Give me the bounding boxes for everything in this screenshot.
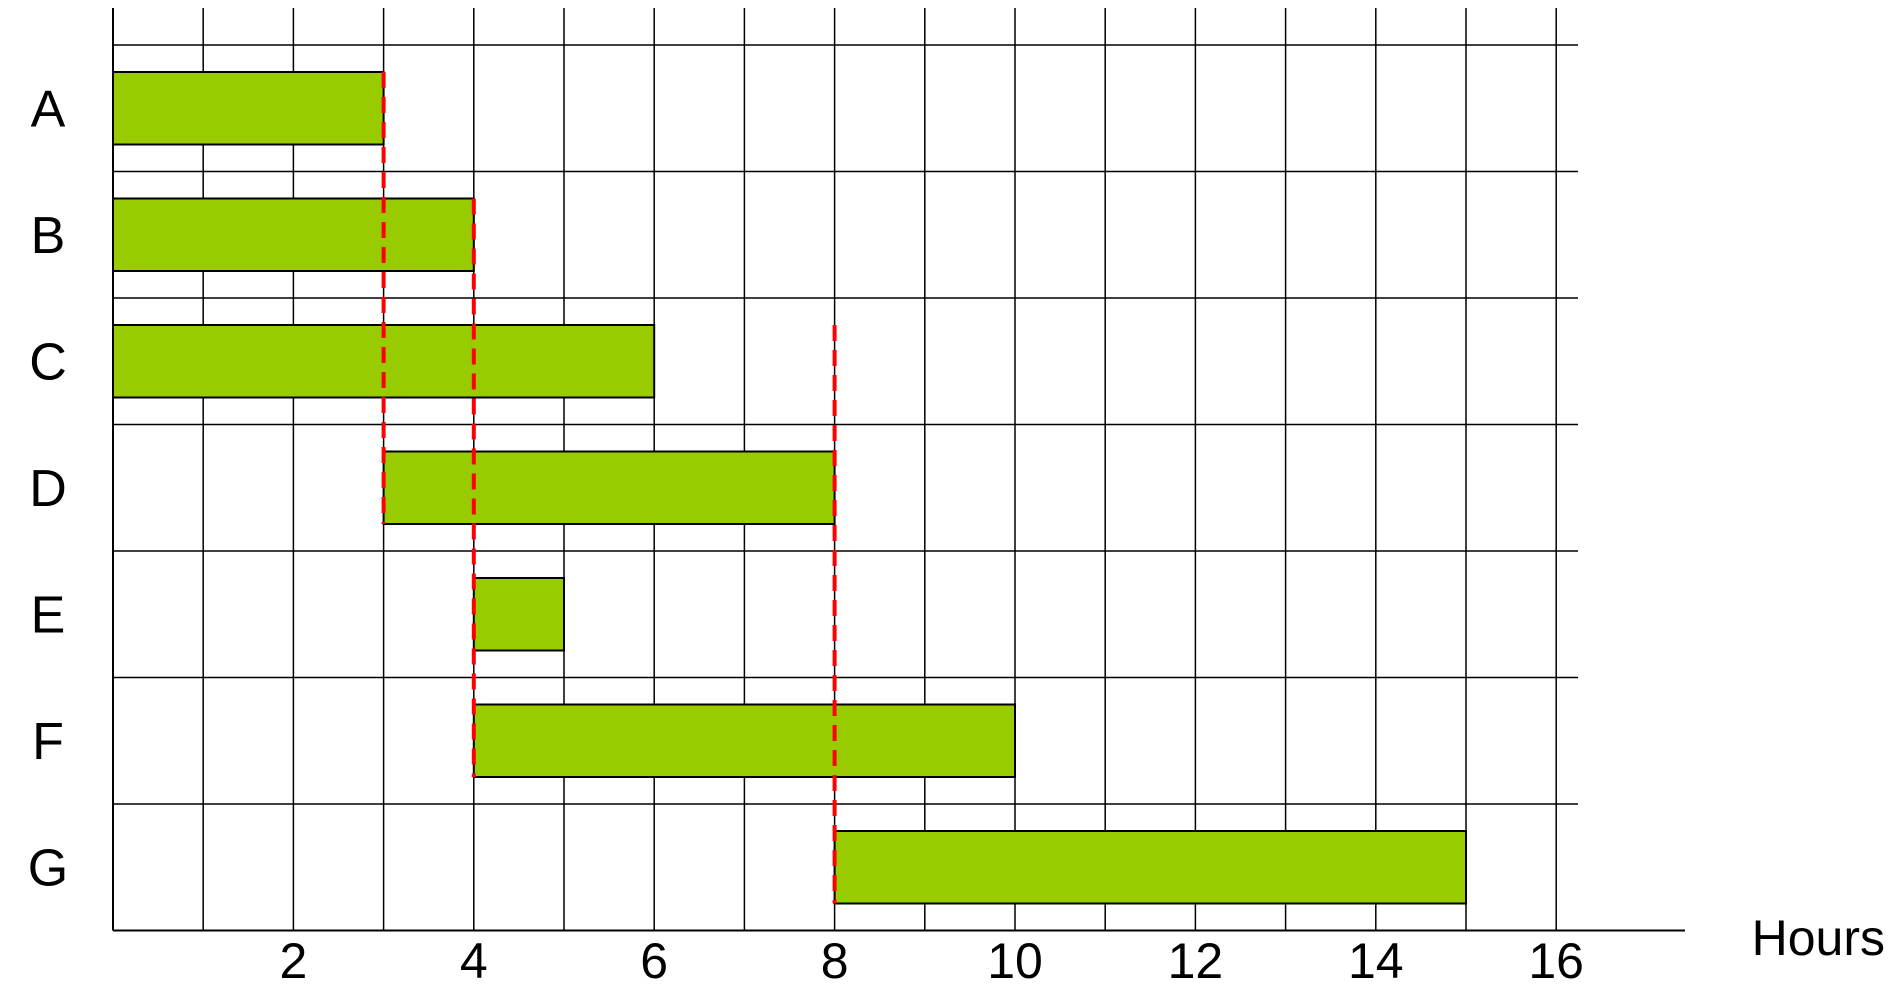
- x-tick-label: 4: [460, 933, 488, 983]
- x-tick-label: 12: [1168, 933, 1224, 983]
- task-bar-e: [472, 577, 565, 652]
- row-label-g: G: [28, 839, 68, 897]
- x-tick-label: 14: [1348, 933, 1404, 983]
- x-tick-label: 8: [821, 933, 849, 983]
- dependency-layer: [381, 72, 837, 904]
- labels-layer: 2 4 6 8 10 12 14 16 A B C D E F G: [28, 80, 1584, 988]
- task-bar-f: [472, 703, 1016, 778]
- task-bar-g: [833, 830, 1467, 905]
- task-bar-b: [112, 197, 475, 272]
- row-label-d: D: [29, 460, 67, 518]
- row-label-e: E: [31, 586, 66, 644]
- task-bar-d: [382, 450, 836, 525]
- row-label-c: C: [29, 333, 67, 391]
- x-tick-label: 2: [279, 933, 307, 983]
- task-bar-a: [112, 71, 385, 146]
- row-label-b: B: [31, 207, 66, 265]
- x-tick-label: 6: [640, 933, 668, 983]
- x-tick-label: 10: [987, 933, 1043, 983]
- grid-layer: [112, 8, 1685, 932]
- bars-layer: [112, 71, 1467, 905]
- row-label-a: A: [31, 80, 66, 138]
- row-label-f: F: [32, 713, 64, 771]
- x-tick-label: 16: [1528, 933, 1584, 983]
- x-axis-label: Hours: [1752, 910, 1885, 966]
